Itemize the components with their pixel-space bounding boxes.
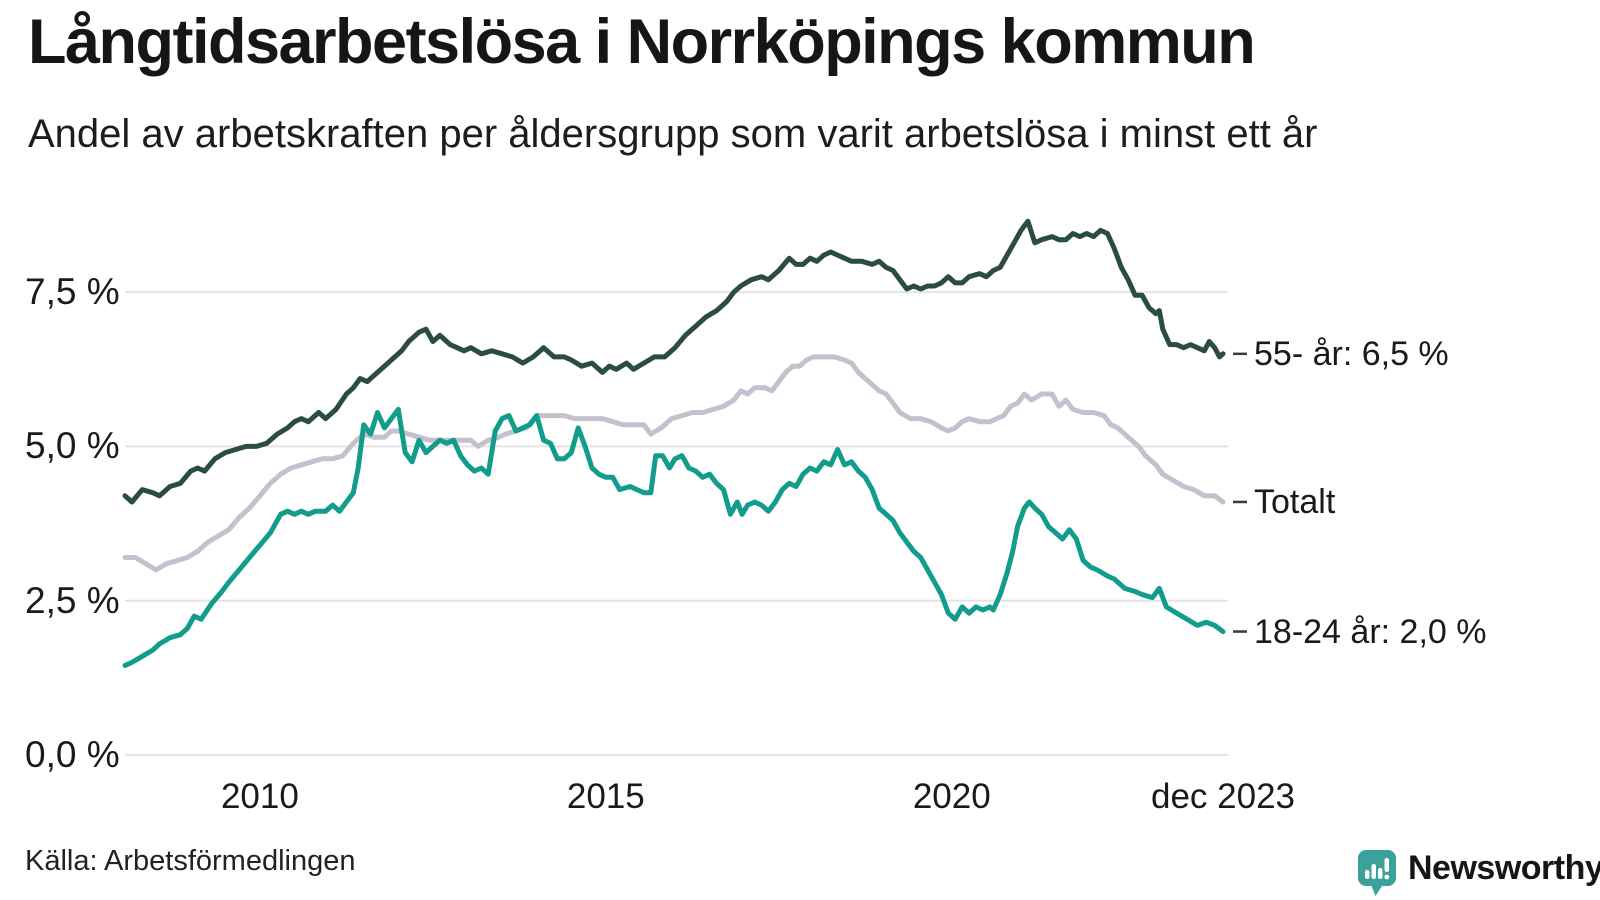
series-end-label: 55- år: 6,5 % (1254, 334, 1449, 373)
series-end-label: 18-24 år: 2,0 % (1254, 612, 1487, 651)
y-axis-tick-label: 5,0 % (25, 425, 120, 467)
newsworthy-wordmark: Newsworthy (1408, 849, 1600, 887)
chart-title: Långtidsarbetslösa i Norrköpings kommun (28, 7, 1256, 77)
newsworthy-icon (1358, 850, 1396, 896)
newsworthy-logo: Newsworthy (1358, 848, 1600, 896)
source-note: Källa: Arbetsförmedlingen (25, 845, 356, 877)
series-end-label: Totalt (1254, 482, 1336, 521)
y-axis-tick-label: 2,5 % (25, 579, 120, 621)
x-axis-tick-label: dec 2023 (1150, 777, 1296, 816)
chart-subtitle: Andel av arbetskraften per åldersgrupp s… (28, 112, 1318, 156)
x-axis-tick-label: 2010 (220, 777, 299, 816)
x-axis-tick-label: 2020 (912, 777, 991, 816)
x-axis-tick-label: 2015 (566, 777, 645, 816)
y-axis-tick-label: 7,5 % (25, 271, 120, 313)
y-axis-tick-label: 0,0 % (25, 734, 120, 775)
